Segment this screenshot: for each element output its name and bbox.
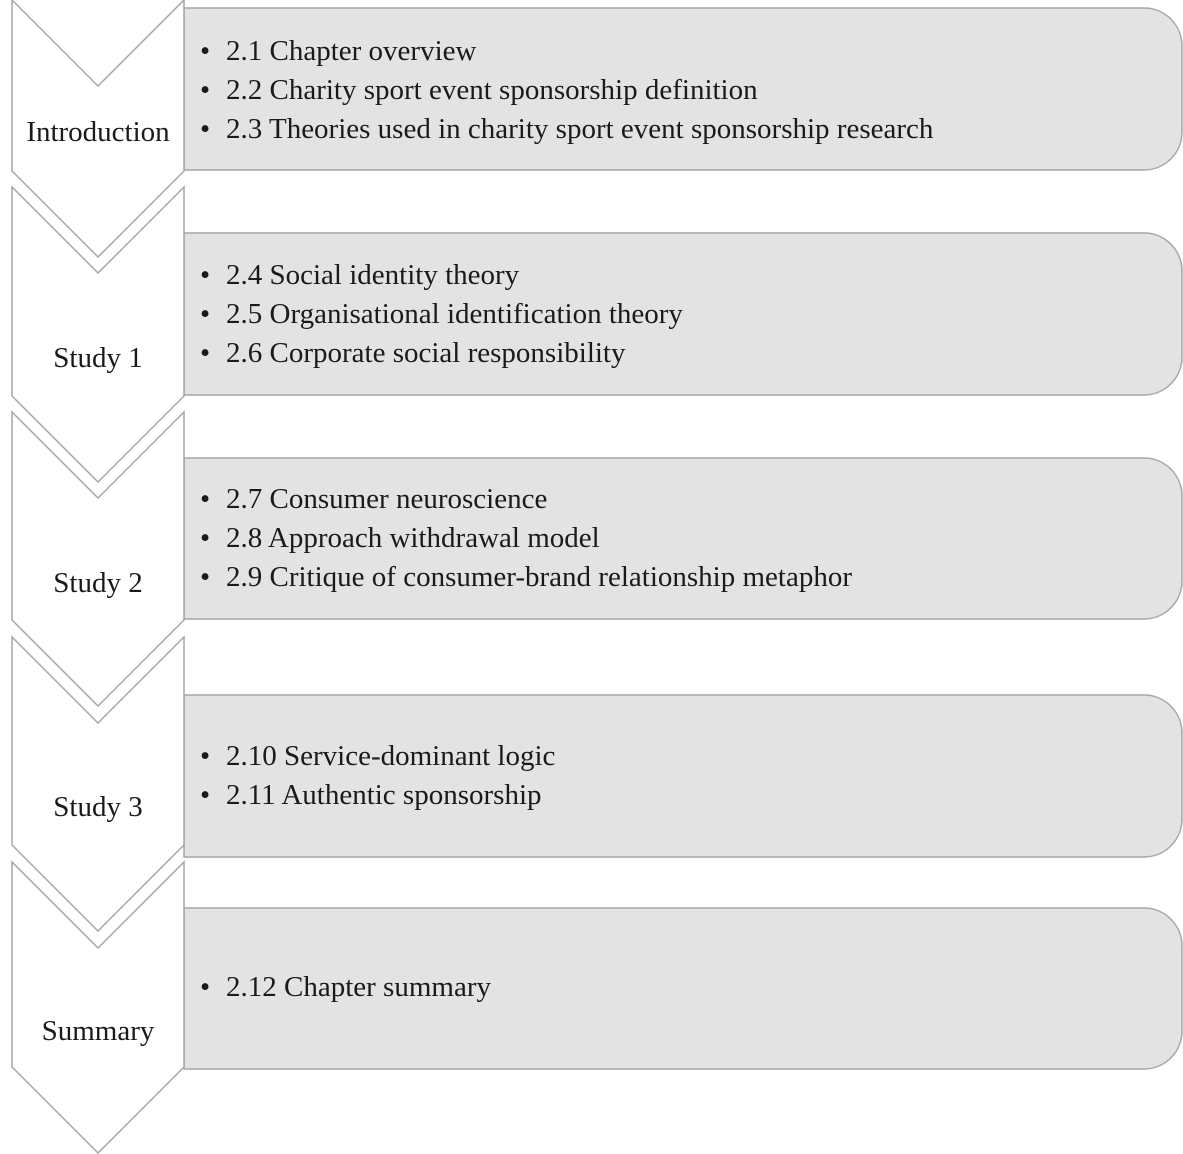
step-item: 2.4 Social identity theory — [200, 256, 683, 295]
content-panel-study-3 — [183, 694, 1183, 858]
step-items-summary: 2.12 Chapter summary — [200, 968, 491, 1007]
step-label-study-2: Study 2 — [53, 567, 143, 599]
step-item: 2.10 Service-dominant logic — [200, 737, 555, 776]
chevron-introduction — [11, 0, 185, 259]
step-label-summary: Summary — [41, 1015, 155, 1047]
step-item: 2.12 Chapter summary — [200, 968, 491, 1007]
step-item: 2.5 Organisational identification theory — [200, 295, 683, 334]
step-label-introduction: Introduction — [26, 116, 170, 148]
step-item: 2.11 Authentic sponsorship — [200, 776, 555, 815]
step-label-study-1: Study 1 — [53, 342, 143, 374]
step-item: 2.2 Charity sport event sponsorship defi… — [200, 71, 933, 110]
step-item: 2.7 Consumer neuroscience — [200, 480, 852, 519]
step-item: 2.6 Corporate social responsibility — [200, 334, 683, 373]
step-items-study-1: 2.4 Social identity theory 2.5 Organisat… — [200, 256, 683, 373]
step-label-study-3: Study 3 — [53, 791, 143, 823]
step-items-introduction: 2.1 Chapter overview 2.2 Charity sport e… — [200, 32, 933, 149]
step-items-study-2: 2.7 Consumer neuroscience 2.8 Approach w… — [200, 480, 852, 597]
chevron-study-1 — [11, 185, 185, 484]
step-items-study-3: 2.10 Service-dominant logic 2.11 Authent… — [200, 737, 555, 815]
step-item: 2.3 Theories used in charity sport event… — [200, 110, 933, 149]
content-panel-summary — [183, 907, 1183, 1070]
chevron-study-2 — [11, 410, 185, 708]
step-item: 2.1 Chapter overview — [200, 32, 933, 71]
step-item: 2.9 Critique of consumer-brand relations… — [200, 558, 852, 597]
chevron-summary — [11, 860, 185, 1154]
chevron-study-3 — [11, 635, 185, 933]
step-item: 2.8 Approach withdrawal model — [200, 519, 852, 558]
